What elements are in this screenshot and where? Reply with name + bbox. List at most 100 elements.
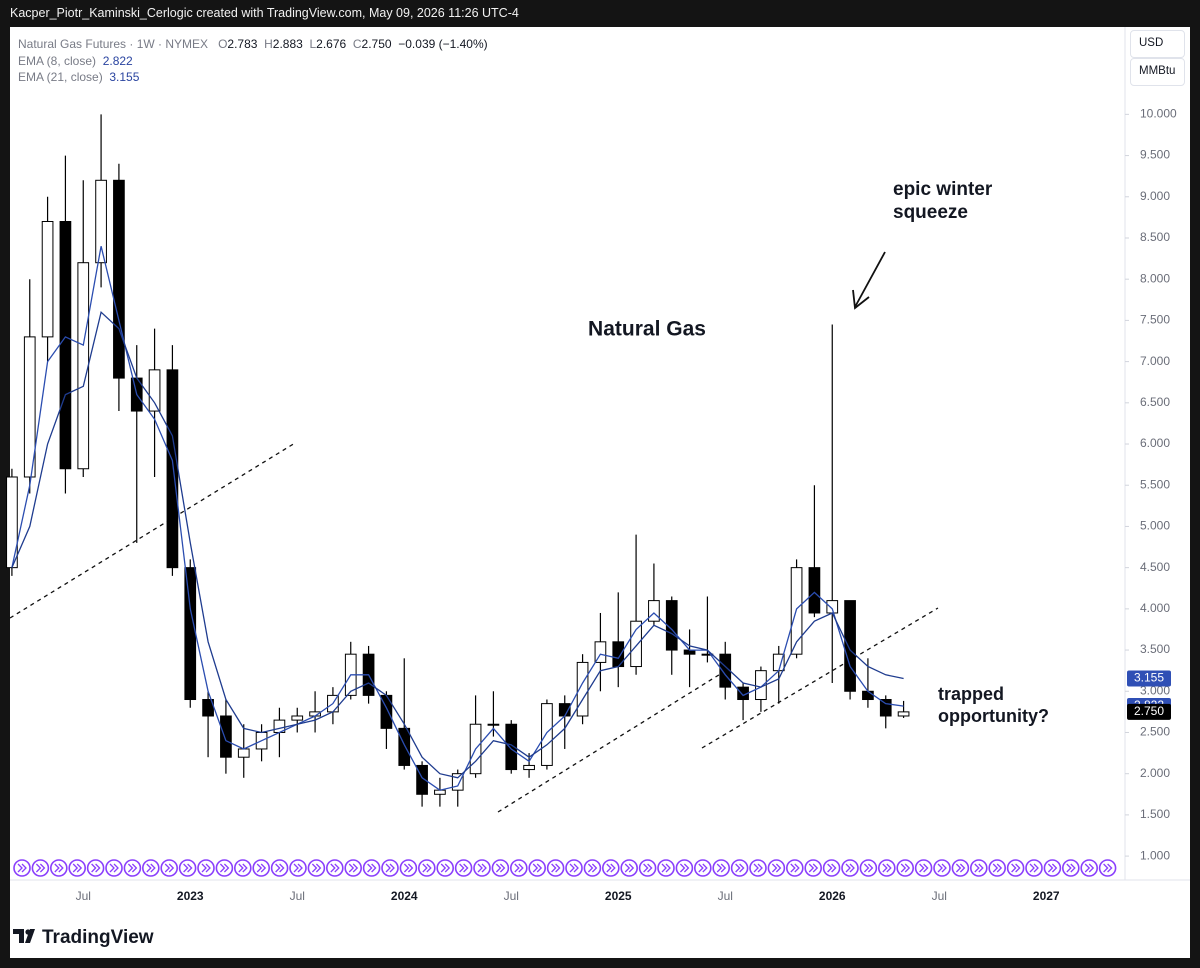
event-icon-arrow: [1066, 863, 1076, 873]
x-tick-label: 2023: [177, 889, 204, 903]
event-icon-arrow: [735, 863, 745, 873]
ema-row: EMA (21, close) 3.155: [18, 69, 488, 86]
event-icon-arrow: [35, 863, 46, 873]
event-icon-arrow: [753, 863, 763, 873]
candle-body: [237, 748, 250, 758]
price-label-box: [1127, 670, 1171, 687]
event-icon-arrow: [403, 863, 414, 873]
event-icon-arrow: [91, 863, 101, 873]
y-tick-label: 1.500: [1140, 807, 1170, 821]
y-tick-label: 9.500: [1140, 148, 1170, 162]
event-icon-arrow: [1029, 863, 1039, 873]
candle-body: [594, 641, 607, 663]
event-icon-arrow: [1047, 863, 1058, 873]
candle-body: [505, 723, 518, 771]
candle-body: [291, 715, 304, 721]
arrow: [852, 251, 886, 310]
y-tick-label: 1.000: [1140, 848, 1170, 862]
event-icon-arrow: [127, 863, 138, 873]
event-icon-arrow: [275, 863, 285, 873]
candle-body: [220, 715, 232, 758]
x-tick-label: Jul: [718, 889, 733, 903]
symbol-row: Natural Gas Futures · 1W · NYMEX O2.783 …: [18, 36, 488, 53]
y-tick-label: 2.000: [1140, 766, 1170, 780]
event-icon-arrow: [422, 863, 432, 873]
y-tick-label: 4.000: [1140, 601, 1170, 615]
annotation: trapped: [938, 684, 1004, 704]
annotation: epic winter: [893, 179, 993, 200]
ohlc-label: C: [352, 37, 362, 51]
x-tick-label: Jul: [76, 889, 91, 903]
price-label-box: [1127, 703, 1171, 720]
ema-value: 3.155: [109, 70, 140, 84]
event-icon-arrow: [367, 863, 377, 873]
candle-body: [541, 703, 553, 766]
ema-label: EMA (8, close): [18, 53, 97, 68]
y-tick-label: 4.500: [1140, 560, 1170, 574]
event-icon-arrow: [643, 863, 653, 873]
y-tick-label: 7.000: [1140, 354, 1170, 368]
candle-body: [184, 567, 197, 701]
candle-body: [416, 764, 428, 795]
event-icon-arrow: [955, 863, 966, 873]
candle-body: [879, 699, 892, 717]
event-icon-arrow: [311, 863, 322, 873]
event-icon-arrow: [514, 863, 524, 873]
ohlc-value: 2.750: [361, 37, 392, 51]
y-tick-label: 3.500: [1140, 642, 1170, 656]
ohlc-value: 2.676: [316, 37, 347, 51]
price-label: 2.750: [1134, 704, 1164, 718]
candle-body: [6, 476, 18, 569]
x-tick-label: 2027: [1033, 889, 1060, 903]
x-tick-label: Jul: [504, 889, 519, 903]
symbol: Natural Gas Futures · 1W · NYMEX: [18, 37, 209, 51]
candle-body: [148, 369, 161, 412]
y-tick-label: 8.500: [1140, 230, 1170, 244]
candle-body: [398, 727, 411, 766]
event-icon-arrow: [808, 863, 819, 873]
candle-body: [826, 600, 839, 614]
event-icon-arrow: [164, 863, 175, 873]
candle-body: [630, 620, 642, 668]
candle-body: [844, 600, 856, 692]
event-icon-arrow: [974, 863, 984, 873]
candle-body: [23, 336, 36, 478]
chart-panel: [10, 27, 1190, 958]
event-icon-arrow: [238, 863, 248, 873]
event-icon-arrow: [1103, 863, 1113, 873]
candle-body: [862, 690, 874, 701]
annotation: squeeze: [893, 202, 968, 223]
candle-body: [95, 179, 107, 264]
y-tick-label: 6.000: [1140, 436, 1170, 450]
ohlc-label: O: [218, 37, 228, 51]
event-icon-arrow: [330, 863, 340, 873]
event-icon-arrow: [532, 863, 543, 873]
event-icon-arrow: [587, 863, 598, 873]
candle-body: [648, 600, 660, 622]
candle-body: [576, 661, 589, 717]
event-icon-arrow: [201, 863, 211, 873]
event-icon-arrow: [146, 863, 156, 873]
currency[interactable]: USD: [1130, 30, 1185, 58]
event-icon-arrow: [863, 863, 874, 873]
candle-body: [59, 221, 72, 470]
brand: TradingView: [12, 926, 154, 949]
candle-body: [897, 711, 910, 717]
y-tick-label: 5.500: [1140, 477, 1170, 491]
event-icon-arrow: [385, 863, 395, 873]
y-tick-label: 8.000: [1140, 271, 1170, 285]
event-icon-arrow: [256, 863, 267, 873]
price-label: 3.155: [1134, 671, 1164, 685]
x-tick-label: Jul: [290, 889, 305, 903]
event-icon-arrow: [459, 863, 469, 873]
unit[interactable]: MMBtu: [1130, 58, 1185, 86]
event-icon-arrow: [827, 863, 837, 873]
y-tick-label: 7.500: [1140, 313, 1170, 327]
candle-body: [808, 567, 821, 614]
event-icon-arrow: [551, 863, 561, 873]
ema-label: EMA (21, close): [18, 70, 103, 84]
event-icon-arrow: [109, 863, 119, 873]
ema-line: [11, 246, 904, 791]
